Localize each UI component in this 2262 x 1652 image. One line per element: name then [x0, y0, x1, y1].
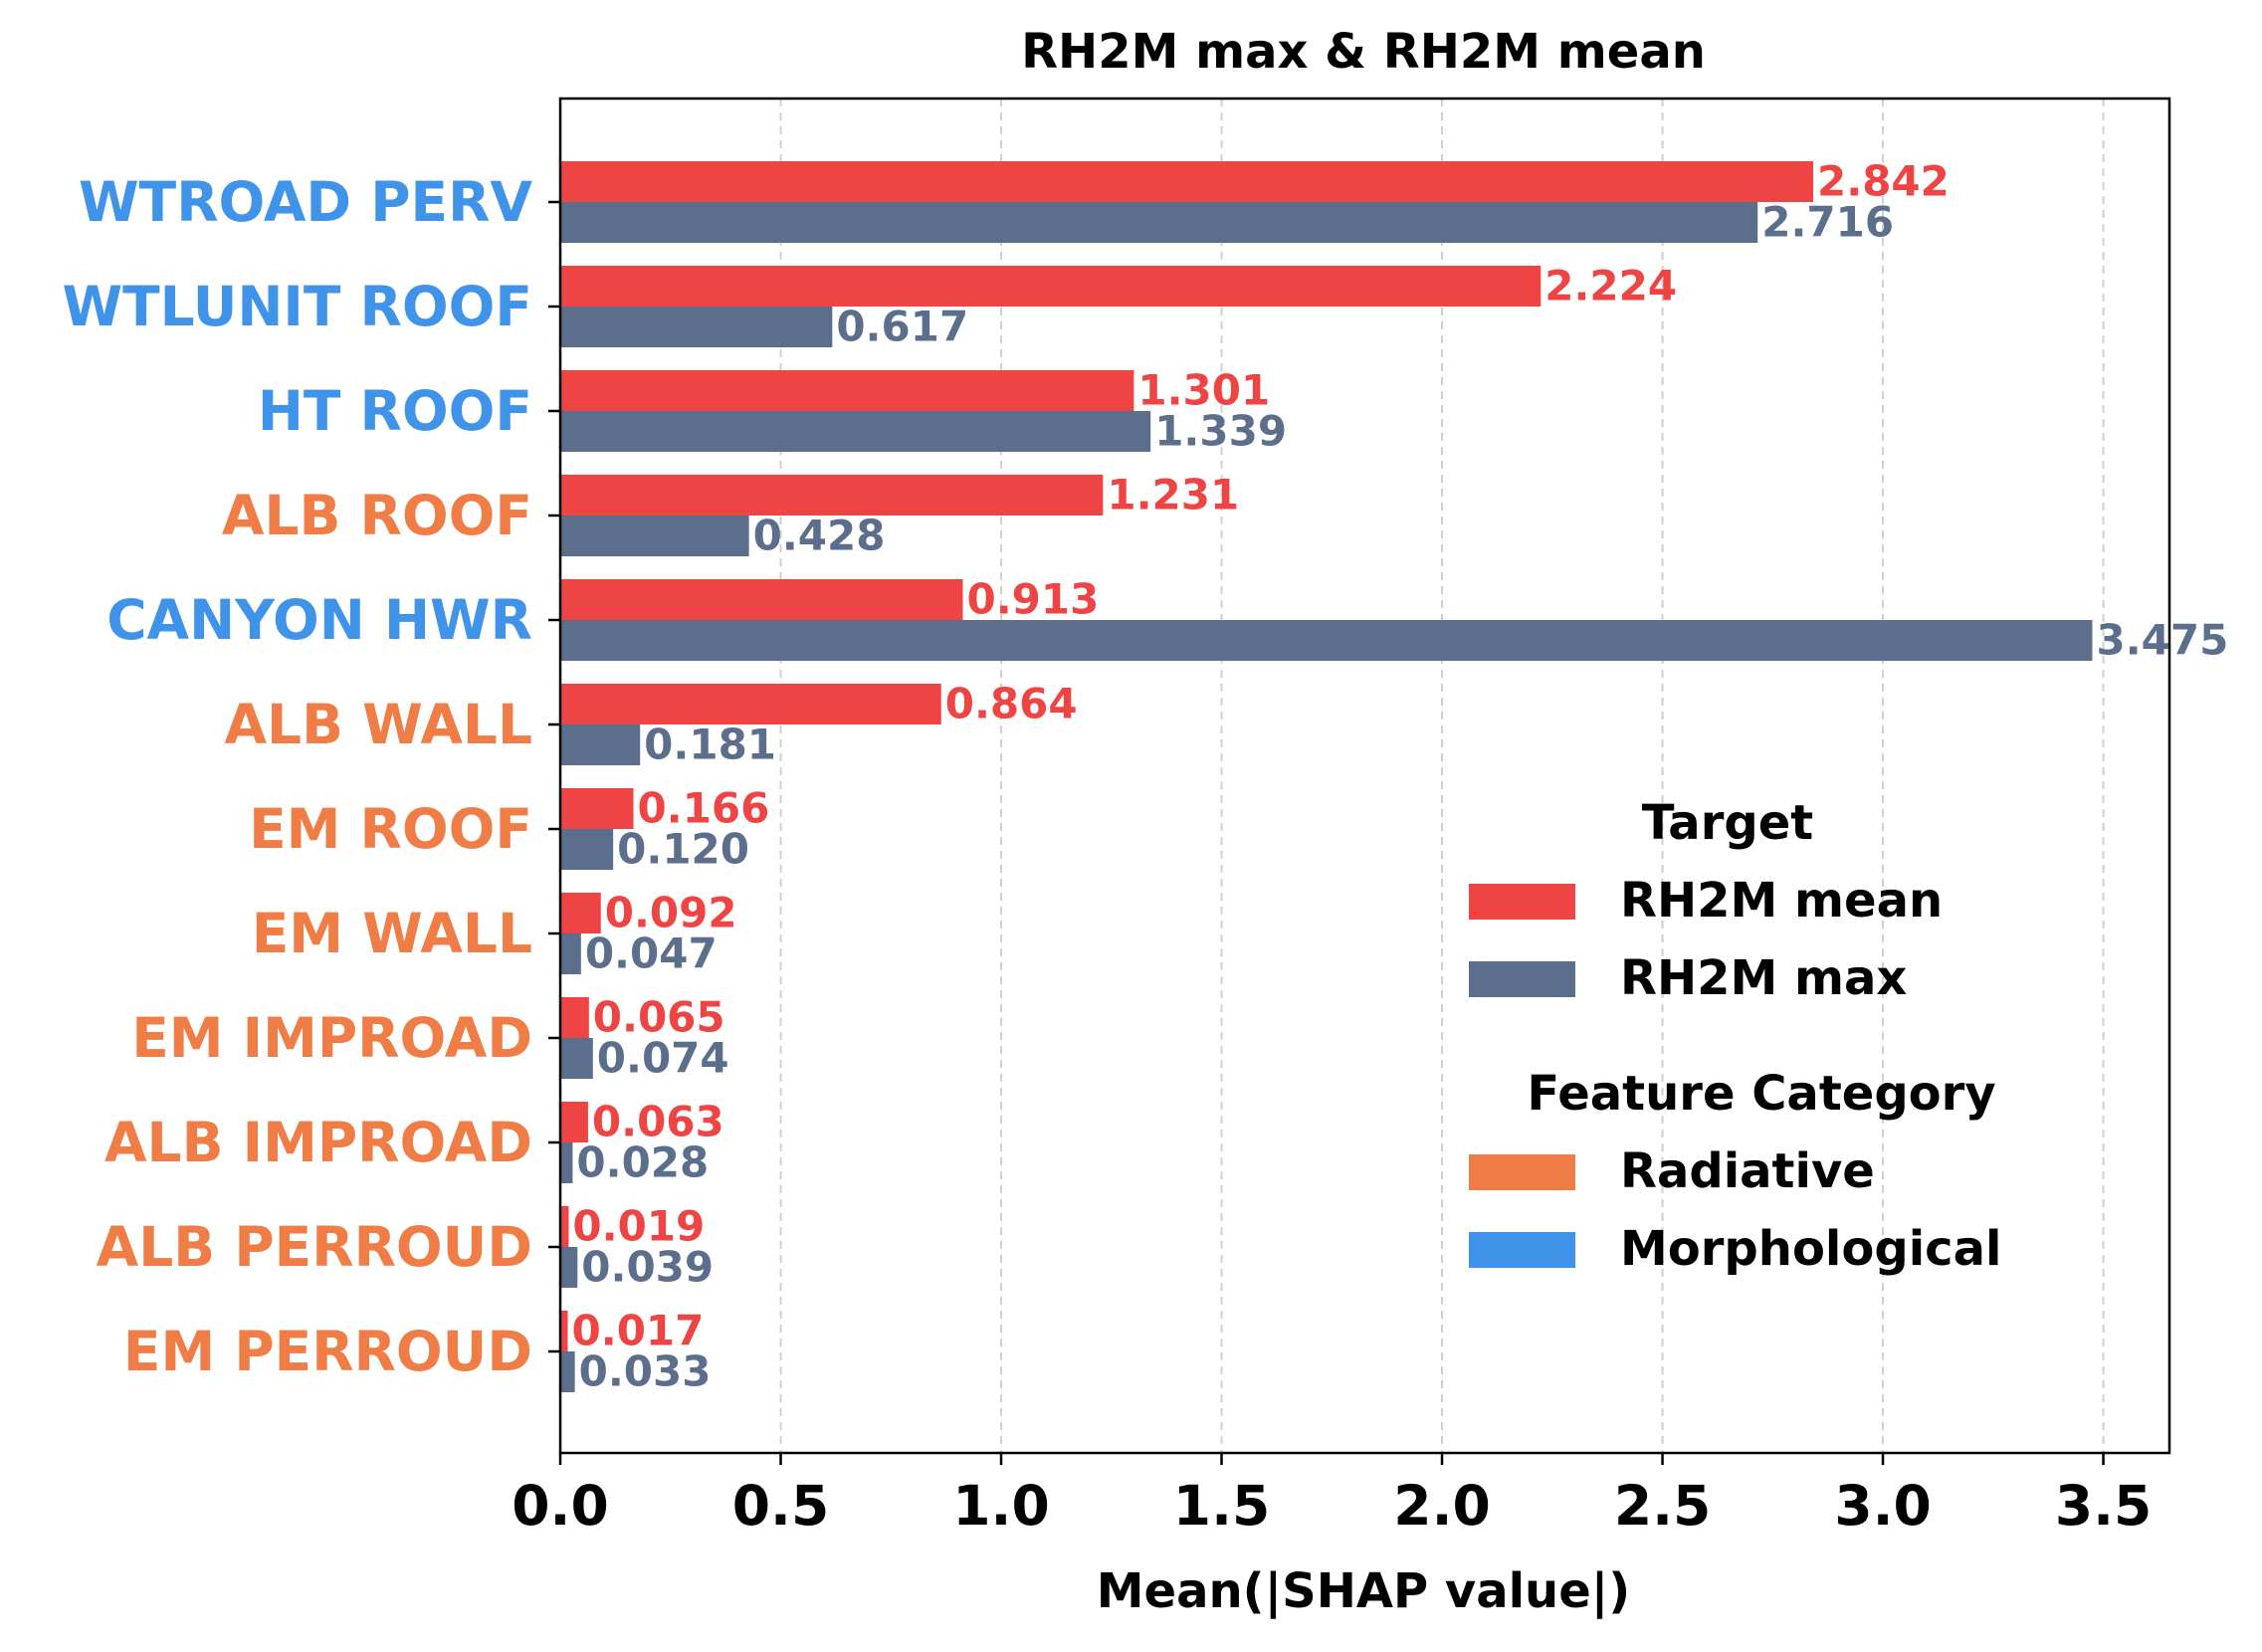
y-tick-label: WTROAD PERV [79, 170, 532, 234]
bar-rh2m-mean [560, 788, 634, 829]
value-label-rh2m-max: 1.339 [1154, 407, 1287, 456]
bar-rh2m-mean [560, 579, 963, 620]
value-label-rh2m-max: 0.047 [585, 929, 718, 978]
value-label-rh2m-max: 0.033 [579, 1347, 712, 1396]
bar-rh2m-max [560, 1247, 578, 1288]
bar-rh2m-max [560, 1142, 573, 1183]
bar-rh2m-mean [560, 1311, 568, 1351]
legend: Target RH2M mean RH2M max Feature Category R… [1469, 795, 2001, 1277]
bar-rh2m-mean [560, 1206, 569, 1247]
bars [560, 161, 2093, 1392]
y-tick-label: ALB IMPROAD [104, 1111, 532, 1174]
legend-section-title: Feature Category [1527, 1066, 1995, 1122]
bar-rh2m-max [560, 1351, 575, 1392]
value-label-rh2m-mean: 1.231 [1107, 471, 1239, 519]
value-label-rh2m-max: 3.475 [2096, 616, 2228, 665]
y-tick-label: EM ROOF [249, 797, 532, 861]
legend-label: RH2M max [1620, 950, 1907, 1006]
bar-rh2m-mean [560, 997, 589, 1038]
legend-swatch [1469, 1232, 1575, 1268]
y-axis-ticks: WTROAD PERV WTLUNIT ROOF HT ROOF ALB ROOF CA… [62, 170, 560, 1383]
y-tick-label: ALB WALL [224, 693, 532, 756]
x-tick-label: 0.0 [512, 1474, 608, 1538]
value-label-rh2m-max: 0.028 [576, 1138, 709, 1187]
value-label-rh2m-mean: 0.063 [592, 1098, 724, 1146]
value-label-rh2m-mean: 0.092 [605, 889, 737, 937]
y-tick-label: EM IMPROAD [131, 1006, 532, 1070]
y-tick-label: EM WALL [252, 902, 532, 965]
y-tick-label: ALB PERROUD [97, 1215, 532, 1279]
y-tick-label: EM PERROUD [123, 1320, 532, 1383]
x-axis-label: Mean(|SHAP value|) [1097, 1563, 1630, 1619]
value-label-rh2m-mean: 0.065 [593, 993, 725, 1042]
value-label-rh2m-mean: 2.842 [1817, 157, 1950, 206]
value-label-rh2m-mean: 0.166 [638, 784, 770, 833]
x-tick-label: 2.5 [1614, 1474, 1711, 1538]
value-label-rh2m-mean: 0.017 [572, 1307, 705, 1355]
value-label-rh2m-max: 2.716 [1761, 198, 1894, 247]
plot-frame [558, 97, 2171, 1455]
value-label-rh2m-mean: 0.019 [572, 1202, 705, 1251]
legend-swatch [1469, 884, 1575, 920]
bar-rh2m-max [560, 724, 641, 765]
value-label-rh2m-max: 0.181 [644, 721, 776, 769]
chart-title: RH2M max & RH2M mean [1021, 24, 1706, 80]
legend-swatch [1469, 1154, 1575, 1190]
bar-rh2m-mean [560, 475, 1104, 516]
y-tick-label: ALB ROOF [222, 484, 532, 547]
value-label-rh2m-max: 0.120 [617, 825, 749, 874]
value-label-rh2m-max: 0.074 [597, 1034, 729, 1083]
bar-rh2m-max [560, 202, 1758, 243]
legend-section-title: Target [1642, 795, 1813, 851]
bar-rh2m-max [560, 1038, 593, 1079]
x-tick-label: 0.5 [732, 1474, 829, 1538]
y-tick-label: WTLUNIT ROOF [62, 275, 532, 338]
value-label-rh2m-mean: 2.224 [1544, 262, 1677, 310]
x-axis-ticks: 0.0 0.5 1.0 1.5 2.0 2.5 3.0 3.5 [512, 1453, 2152, 1538]
value-label-rh2m-mean: 0.913 [966, 575, 1099, 624]
bar-rh2m-mean [560, 893, 601, 933]
x-tick-label: 1.0 [952, 1474, 1049, 1538]
value-label-rh2m-mean: 0.864 [945, 680, 1078, 728]
bar-rh2m-mean [560, 370, 1134, 411]
legend-label: Radiative [1620, 1143, 1875, 1199]
value-label-rh2m-max: 0.617 [836, 303, 968, 351]
bar-rh2m-mean [560, 1102, 588, 1142]
x-tick-label: 1.5 [1173, 1474, 1270, 1538]
bar-rh2m-max [560, 933, 581, 974]
legend-swatch [1469, 961, 1575, 997]
bar-rh2m-max [560, 829, 614, 870]
bar-rh2m-max [560, 516, 749, 556]
y-tick-label: HT ROOF [258, 379, 532, 443]
bar-rh2m-mean [560, 266, 1542, 307]
bar-rh2m-mean [560, 684, 941, 724]
bar-rh2m-mean [560, 161, 1814, 202]
legend-label: Morphological [1620, 1221, 2001, 1277]
x-tick-label: 2.0 [1393, 1474, 1490, 1538]
bar-rh2m-max [560, 620, 2093, 661]
value-label-rh2m-max: 0.428 [753, 512, 886, 560]
value-label-rh2m-mean: 1.301 [1137, 366, 1270, 415]
bar-rh2m-max [560, 307, 833, 347]
y-tick-label: CANYON HWR [106, 588, 532, 652]
x-tick-label: 3.0 [1834, 1474, 1931, 1538]
bar-rh2m-max [560, 411, 1151, 452]
legend-label: RH2M mean [1620, 873, 1943, 929]
x-tick-label: 3.5 [2055, 1474, 2152, 1538]
value-label-rh2m-max: 0.039 [581, 1243, 714, 1292]
